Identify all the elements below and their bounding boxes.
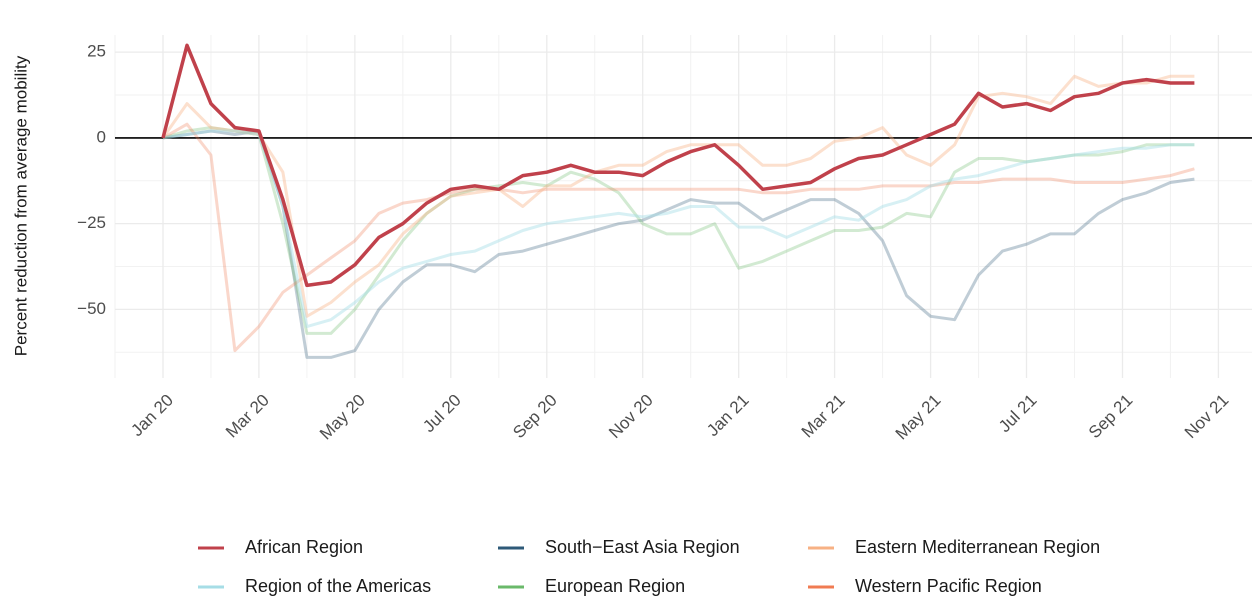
series-line xyxy=(161,74,1195,318)
series-line xyxy=(162,126,1195,335)
legend-label: Eastern Mediterranean Region xyxy=(855,537,1100,557)
x-tick-label: Jan 21 xyxy=(703,391,753,441)
series-line xyxy=(162,129,1195,329)
series-line xyxy=(162,129,1195,359)
x-tick-label: May 20 xyxy=(316,391,369,444)
legend-label: African Region xyxy=(245,537,363,557)
x-tick-label: Sep 21 xyxy=(1085,391,1137,443)
series-line xyxy=(162,122,1195,353)
y-tick-label: −50 xyxy=(77,299,106,318)
y-axis-title: Percent reduction from average mobility xyxy=(11,55,30,356)
y-tick-label: 0 xyxy=(97,127,106,146)
legend-label: South−East Asia Region xyxy=(545,537,740,557)
x-tick-label: Jan 20 xyxy=(127,391,177,441)
x-tick-label: Mar 20 xyxy=(222,391,273,442)
legend-label: Western Pacific Region xyxy=(855,576,1042,596)
x-tick-label: Mar 21 xyxy=(798,391,849,442)
x-tick-label: Sep 20 xyxy=(509,391,561,443)
series-line xyxy=(161,43,1195,288)
legend-label: Region of the Americas xyxy=(245,576,431,596)
legend-label: European Region xyxy=(545,576,685,596)
x-tick-label: Jul 20 xyxy=(419,391,465,437)
x-tick-label: May 21 xyxy=(892,391,945,444)
y-tick-label: −25 xyxy=(77,213,106,232)
x-tick-label: Nov 20 xyxy=(605,391,657,443)
x-tick-label: Nov 21 xyxy=(1181,391,1233,443)
y-tick-label: 25 xyxy=(87,42,106,61)
x-tick-label: Jul 21 xyxy=(995,391,1041,437)
